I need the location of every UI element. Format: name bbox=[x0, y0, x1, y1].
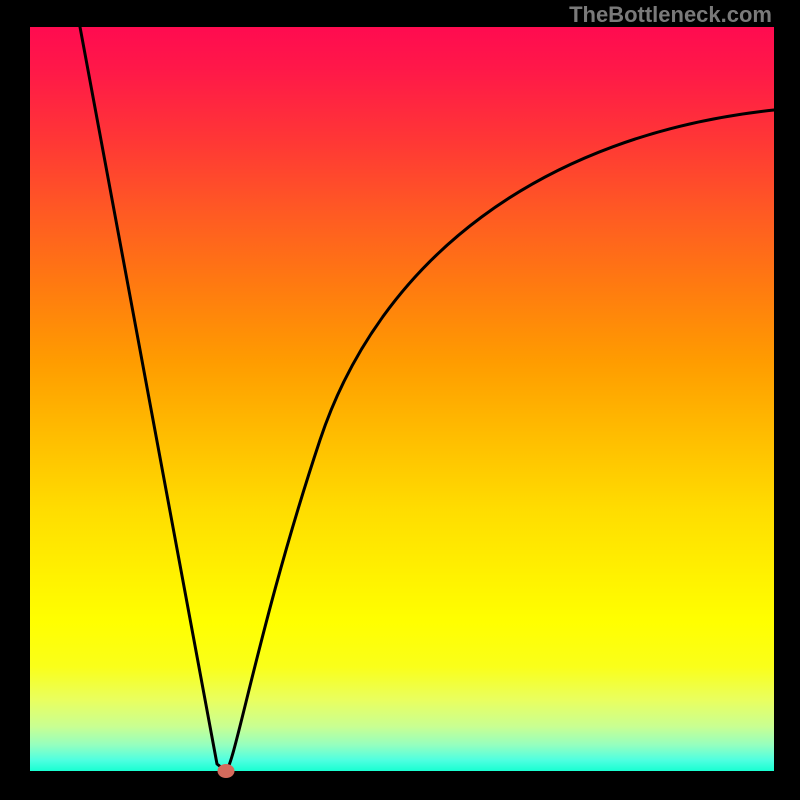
optimal-point-marker bbox=[218, 764, 235, 778]
gradient-plot-area bbox=[30, 27, 774, 771]
chart-container: TheBottleneck.com bbox=[0, 0, 800, 800]
watermark-label: TheBottleneck.com bbox=[569, 2, 772, 28]
